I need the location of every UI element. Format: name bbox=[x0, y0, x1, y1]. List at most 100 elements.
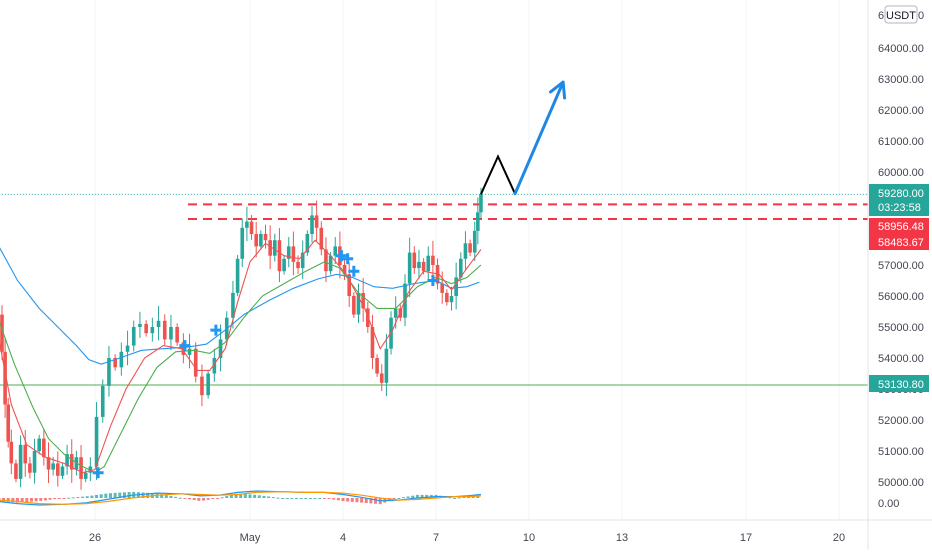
candle-body bbox=[292, 246, 296, 262]
candle-body bbox=[6, 405, 10, 442]
macd-histogram-bar bbox=[332, 498, 335, 500]
current-price-value: 59280.00 bbox=[878, 188, 924, 200]
macd-histogram-bar bbox=[323, 498, 326, 499]
macd-histogram-bar bbox=[272, 497, 275, 498]
candle-body bbox=[385, 349, 389, 383]
time-tick-label: 17 bbox=[740, 532, 752, 544]
macd-histogram-bar bbox=[44, 498, 47, 500]
macd-histogram-bar bbox=[86, 496, 89, 498]
plot-area[interactable] bbox=[0, 82, 868, 505]
projection-zigzag[interactable] bbox=[481, 157, 515, 195]
macd-histogram-bar bbox=[402, 497, 405, 498]
candle-body bbox=[101, 386, 105, 417]
candle-body bbox=[468, 243, 472, 252]
currency-badge[interactable]: USDT bbox=[885, 6, 917, 23]
macd-histogram-bar bbox=[25, 498, 28, 502]
macd-histogram-bar bbox=[211, 498, 214, 499]
macd-histogram-bar bbox=[188, 498, 191, 499]
level-upper-value: 58956.48 bbox=[878, 221, 924, 233]
price-axis[interactable]: 50000.0051000.0052000.0053000.0054000.00… bbox=[878, 43, 924, 489]
macd-histogram-bar bbox=[104, 494, 107, 498]
macd-histogram-bar bbox=[183, 498, 186, 499]
candle-body bbox=[200, 377, 204, 396]
candle-body bbox=[245, 222, 249, 228]
candle-body bbox=[250, 222, 254, 234]
macd-histogram-bar bbox=[458, 497, 461, 498]
macd-zero-label: 0.00 bbox=[878, 498, 899, 510]
candle-body bbox=[10, 442, 14, 464]
candle-body bbox=[144, 324, 148, 333]
candle-body bbox=[408, 253, 412, 284]
candle-body bbox=[264, 234, 268, 240]
macd-histogram-bar bbox=[67, 498, 70, 499]
macd-histogram-bar bbox=[453, 498, 456, 499]
macd-histogram-bar bbox=[165, 495, 168, 498]
candle-body bbox=[310, 215, 314, 234]
support-level-tag: 53130.80 bbox=[869, 375, 929, 392]
candle-body bbox=[157, 321, 161, 327]
candle-body bbox=[188, 349, 192, 355]
candle-body bbox=[431, 256, 435, 265]
candle-body bbox=[417, 262, 421, 268]
projection-drawing[interactable] bbox=[481, 82, 565, 194]
projection-arrow-line[interactable] bbox=[515, 82, 563, 194]
candle-body bbox=[476, 212, 480, 231]
candle-body bbox=[42, 439, 46, 458]
time-tick-label: 20 bbox=[833, 532, 845, 544]
current-price-tag: 59280.00 03:23:58 bbox=[869, 184, 929, 216]
macd-histogram-bar bbox=[179, 498, 182, 499]
candle-body bbox=[169, 327, 173, 339]
macd-histogram-bar bbox=[318, 498, 321, 499]
macd-histogram-bar bbox=[253, 495, 256, 498]
macd-histogram-bar bbox=[244, 494, 247, 498]
macd-histogram-bar bbox=[81, 497, 84, 498]
macd-histogram-bar bbox=[281, 498, 284, 499]
candle-body bbox=[56, 463, 60, 475]
macd-histogram-bar bbox=[225, 496, 228, 498]
macd-histogram-bar bbox=[58, 498, 61, 499]
macd-histogram-bar bbox=[351, 498, 354, 502]
time-tick-label: 7 bbox=[433, 532, 439, 544]
candle-body bbox=[206, 374, 210, 396]
candle-body bbox=[464, 243, 468, 258]
candle-body bbox=[454, 277, 458, 296]
candle-body bbox=[61, 467, 65, 476]
candle-body bbox=[445, 293, 449, 302]
candle-body bbox=[450, 296, 454, 302]
macd-histogram-bar bbox=[397, 498, 400, 499]
macd-histogram-bar bbox=[374, 498, 377, 504]
macd-histogram-bar bbox=[216, 498, 219, 499]
candle-body bbox=[23, 445, 27, 464]
candle-body bbox=[33, 451, 37, 473]
horizontal-levels[interactable] bbox=[0, 194, 868, 385]
macd-histogram-bar bbox=[63, 498, 66, 499]
candle-body bbox=[413, 253, 417, 269]
price-tick-label: 55000.00 bbox=[878, 322, 924, 334]
candle-body bbox=[282, 259, 286, 271]
candle-body bbox=[51, 463, 55, 469]
level-lower-value: 58483.67 bbox=[878, 237, 924, 249]
price-tick-label: 64000.00 bbox=[878, 43, 924, 55]
macd-histogram-bar bbox=[314, 498, 317, 499]
support-level-value: 53130.80 bbox=[878, 379, 924, 391]
macd-histogram-bar bbox=[355, 498, 358, 502]
candle-body bbox=[132, 327, 136, 346]
signal-marker bbox=[212, 326, 220, 334]
macd-histogram-bar bbox=[114, 493, 117, 498]
macd-histogram-bar bbox=[230, 495, 233, 498]
macd-histogram-bar bbox=[286, 498, 289, 499]
macd-histogram-bar bbox=[72, 497, 75, 498]
macd-histogram-bar bbox=[109, 493, 112, 498]
candle-body bbox=[268, 240, 272, 256]
macd-histogram-bar bbox=[290, 498, 293, 499]
top-price-label-partial: 6 bbox=[878, 10, 884, 22]
candle-body bbox=[315, 215, 319, 227]
candle-body bbox=[352, 296, 356, 315]
time-tick-label: 4 bbox=[340, 532, 346, 544]
time-axis[interactable]: 26May471013172024 bbox=[89, 532, 932, 544]
candle-body bbox=[95, 417, 99, 467]
macd-histogram-bar bbox=[49, 498, 52, 500]
macd-histogram-bar bbox=[411, 496, 414, 498]
